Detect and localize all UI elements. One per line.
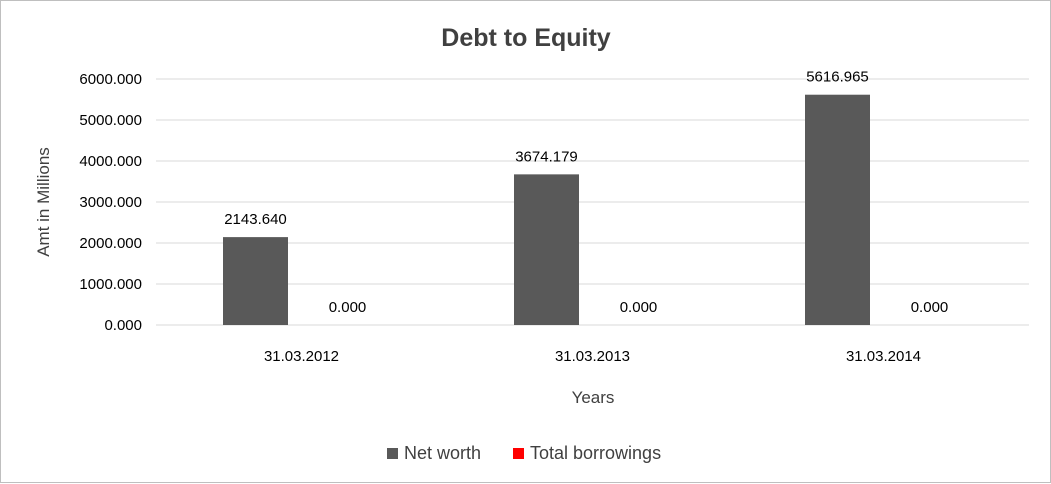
legend-label: Total borrowings xyxy=(530,443,661,463)
legend-swatch xyxy=(513,448,524,459)
x-axis-title: Years xyxy=(572,388,615,407)
y-tick-label: 4000.000 xyxy=(79,153,142,170)
y-tick-label: 0.000 xyxy=(104,317,142,334)
y-tick-label: 2000.000 xyxy=(79,235,142,252)
gridlines xyxy=(156,78,1029,326)
y-axis-title: Amt in Millions xyxy=(34,147,53,257)
data-label: 0.000 xyxy=(329,299,367,316)
x-category-label: 31.03.2012 xyxy=(264,348,339,365)
x-axis-categories: 31.03.2012 31.03.2013 31.03.2014 xyxy=(264,348,921,365)
x-category-label: 31.03.2013 xyxy=(555,348,630,365)
legend-label: Net worth xyxy=(404,443,481,463)
y-tick-label: 5000.000 xyxy=(79,112,142,129)
data-label: 5616.965 xyxy=(806,69,869,86)
data-label: 2143.640 xyxy=(224,211,287,228)
bar-net-worth xyxy=(514,174,579,325)
y-tick-label: 6000.000 xyxy=(79,71,142,88)
bar-net-worth xyxy=(805,94,870,325)
chart-title: Debt to Equity xyxy=(441,24,611,52)
legend: Net worth Total borrowings xyxy=(387,443,661,463)
y-axis-ticks: 0.000 1000.000 2000.000 3000.000 4000.000 500… xyxy=(79,71,142,334)
y-tick-label: 1000.000 xyxy=(79,276,142,293)
bars xyxy=(223,94,870,325)
y-tick-label: 3000.000 xyxy=(79,194,142,211)
bar-net-worth xyxy=(223,237,288,325)
data-label: 0.000 xyxy=(620,299,658,316)
x-category-label: 31.03.2014 xyxy=(846,348,921,365)
data-label: 0.000 xyxy=(911,299,949,316)
legend-swatch xyxy=(387,448,398,459)
data-label: 3674.179 xyxy=(515,148,578,165)
data-labels: 2143.640 0.000 3674.179 0.000 5616.965 0.000 xyxy=(224,69,948,316)
